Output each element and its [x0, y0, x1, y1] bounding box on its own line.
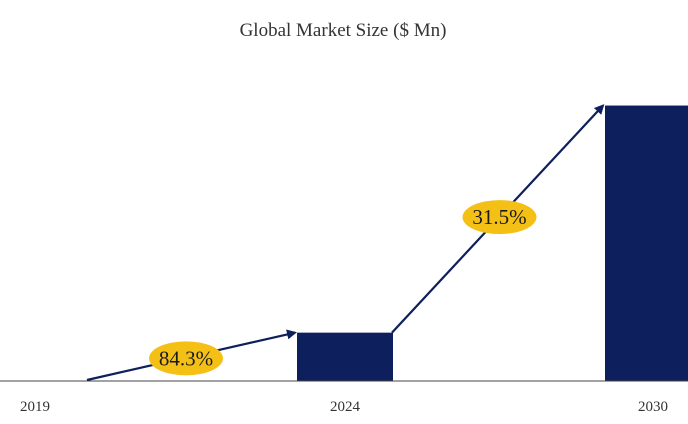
- cagr-label: 84.3%: [159, 346, 213, 370]
- cagr-label: 31.5%: [472, 205, 526, 229]
- cagr-badge-2024-2030: 31.5%: [462, 200, 537, 235]
- x-tick-label-2024: 2024: [330, 399, 361, 415]
- bar-2024: [297, 332, 393, 381]
- chart-title: Global Market Size ($ Mn): [240, 20, 447, 41]
- x-tick-label-2030: 2030: [638, 399, 668, 415]
- bar-2030: [605, 105, 688, 381]
- cagr-badge-2019-2024: 84.3%: [149, 341, 223, 376]
- x-tick-label-2019: 2019: [20, 399, 50, 415]
